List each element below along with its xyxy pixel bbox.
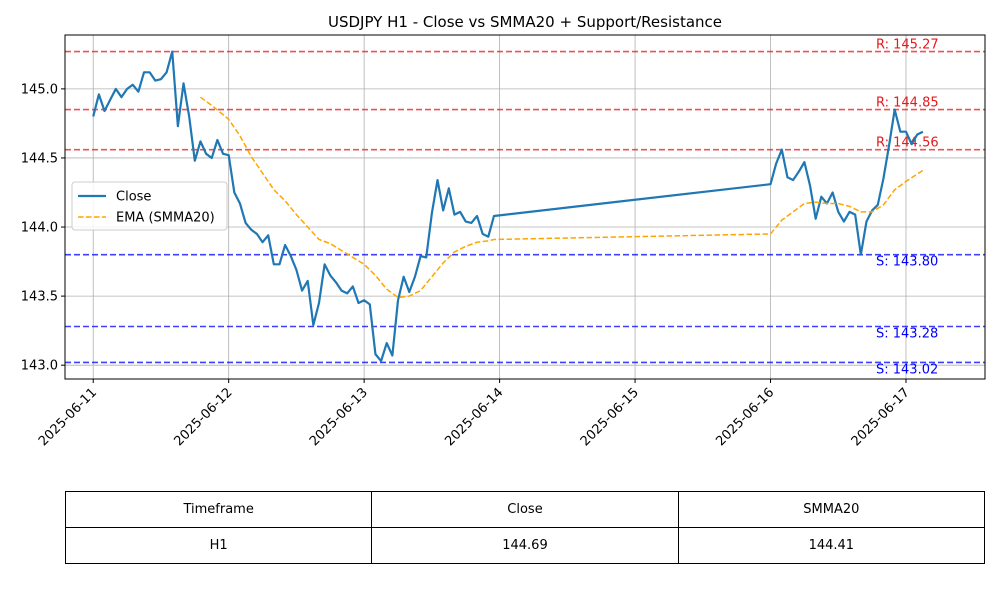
x-tick-label: 2025-06-15 [578, 385, 642, 449]
x-tick-label: 2025-06-12 [171, 385, 235, 449]
line-chart: USDJPY H1 - Close vs SMMA20 + Support/Re… [21, 13, 986, 449]
legend-label: EMA (SMMA20) [116, 211, 215, 226]
y-tick-label: 143.5 [21, 290, 58, 305]
grid-lines [65, 35, 985, 379]
resistance-label: R: 145.27 [876, 38, 939, 53]
support-label: S: 143.80 [876, 255, 938, 270]
chart-title: USDJPY H1 - Close vs SMMA20 + Support/Re… [328, 13, 722, 31]
table-cell: H1 [64, 527, 373, 564]
resistance-label: R: 144.85 [876, 96, 939, 111]
y-tick-label: 145.0 [21, 82, 58, 97]
legend-box [71, 181, 228, 231]
y-tick-label: 144.5 [21, 151, 58, 166]
resistance-label: R: 144.56 [876, 136, 939, 151]
x-tick-label: 2025-06-14 [442, 385, 506, 449]
table-header-cell: Timeframe [64, 491, 373, 528]
table-cell: 144.69 [371, 527, 679, 564]
table-cell: 144.41 [677, 527, 986, 564]
legend: Close EMA (SMMA20) [71, 181, 228, 231]
y-tick-label: 144.0 [21, 221, 58, 236]
x-tick-label: 2025-06-13 [307, 385, 371, 449]
x-tick-label: 2025-06-16 [713, 385, 777, 449]
close-series-line [92, 50, 924, 363]
plot-frame [64, 34, 986, 380]
x-tick-label: 2025-06-11 [36, 385, 100, 449]
support-label: S: 143.02 [876, 362, 938, 377]
legend-label: Close [116, 190, 151, 205]
y-axis: 143.0 143.5 144.0 144.5 145.0 [21, 82, 65, 374]
data-series [92, 50, 924, 363]
support-label: S: 143.28 [876, 327, 938, 342]
support-resistance-levels: R: 145.27 R: 144.85 R: 144.56 S: 143.80 S: 1… [65, 38, 985, 377]
table-header-row: Timeframe Close SMMA20 [64, 491, 986, 528]
x-axis: 2025-06-11 2025-06-12 2025-06-13 2025-06-14… [36, 379, 913, 449]
table-header-cell: SMMA20 [677, 491, 986, 528]
x-tick-label: 2025-06-17 [849, 385, 913, 449]
table-row: H1 144.69 144.41 [64, 527, 986, 564]
y-tick-label: 143.0 [21, 359, 58, 374]
table-header-cell: Close [371, 491, 679, 528]
smma-series-line [200, 96, 924, 299]
summary-table: Timeframe Close SMMA20 H1 144.69 144.41 [64, 491, 986, 564]
